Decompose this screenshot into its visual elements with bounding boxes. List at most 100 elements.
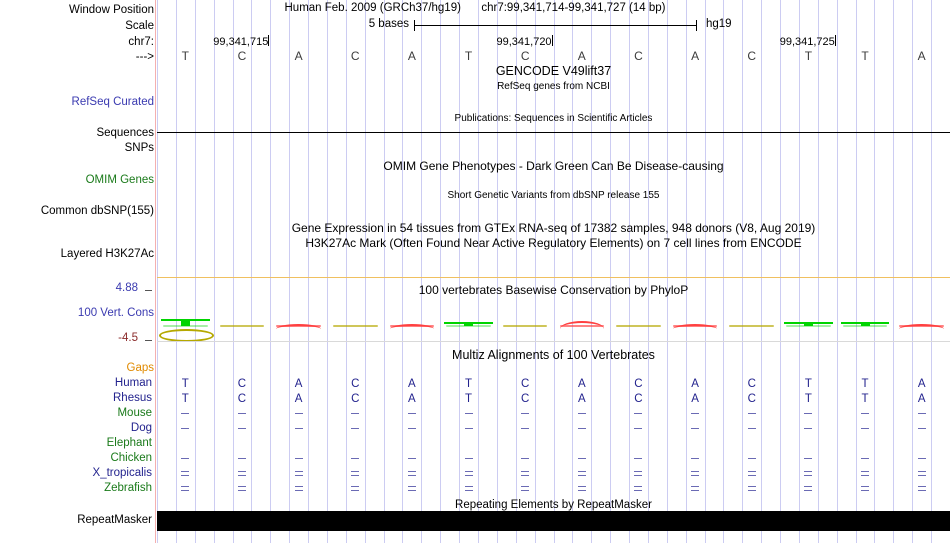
alignment-double-gap xyxy=(577,471,586,472)
label-sequences[interactable]: Sequences xyxy=(96,127,154,139)
alignment-gap xyxy=(294,458,303,459)
species-label-zebrafish[interactable]: Zebrafish xyxy=(104,482,152,494)
ruler-base-letter: C xyxy=(520,49,530,63)
ruler-base-letter: C xyxy=(634,49,643,63)
species-label-chicken[interactable]: Chicken xyxy=(110,452,152,464)
conservation-track-title[interactable]: 100 vertebrates Basewise Conservation by… xyxy=(418,283,689,297)
alignment-gap xyxy=(577,413,586,414)
species-label-mouse[interactable]: Mouse xyxy=(117,407,152,419)
alignment-gap xyxy=(351,428,360,429)
conservation-baseline-wisp xyxy=(842,325,888,327)
alignment-gap xyxy=(747,428,756,429)
alignment-gap xyxy=(294,428,303,429)
alignment-gap xyxy=(521,413,530,414)
alignment-gap xyxy=(861,458,870,459)
alignment-base: T xyxy=(861,393,869,405)
alignment-base: A xyxy=(408,378,416,390)
label-gaps[interactable]: Gaps xyxy=(126,362,155,374)
alignment-gap xyxy=(804,458,813,459)
gridline xyxy=(214,0,215,543)
label-strand-arrow: ---> xyxy=(135,51,154,63)
species-label-dog[interactable]: Dog xyxy=(130,422,152,434)
conservation-bar-cap xyxy=(444,322,493,324)
conservation-baseline-wisp xyxy=(729,325,775,327)
label-layered-h3k27ac[interactable]: Layered H3K27Ac xyxy=(60,248,154,260)
publications-track-title[interactable]: Publications: Sequences in Scientific Ar… xyxy=(454,113,653,124)
dbsnp-track-title[interactable]: Short Genetic Variants from dbSNP releas… xyxy=(447,190,660,201)
alignment-gap xyxy=(691,413,700,414)
label-omim-genes[interactable]: OMIM Genes xyxy=(85,174,154,186)
alignment-gap xyxy=(747,458,756,459)
alignment-base: C xyxy=(237,393,247,405)
alignment-double-gap xyxy=(747,475,756,476)
alignment-double-gap xyxy=(294,475,303,476)
alignment-base: T xyxy=(465,378,473,390)
ruler-base-letter: T xyxy=(861,49,869,63)
ruler-position-label: 99,341,715 xyxy=(213,36,269,48)
conservation-bottom-rule xyxy=(157,341,950,342)
alignment-double-gap xyxy=(521,490,530,491)
alignment-base: A xyxy=(294,378,303,390)
alignment-gap xyxy=(634,413,643,414)
h3k27ac-track-title[interactable]: H3K27Ac Mark (Often Found Near Active Re… xyxy=(305,236,802,250)
alignment-gap xyxy=(917,458,926,459)
ruler-position-tick xyxy=(268,35,270,46)
species-label-elephant[interactable]: Elephant xyxy=(106,437,152,449)
gridline xyxy=(818,0,819,543)
species-label-x_tropicalis[interactable]: X_tropicalis xyxy=(92,467,152,479)
conservation-plot[interactable] xyxy=(157,300,950,342)
repeatmasker-annotation-bar[interactable] xyxy=(157,511,950,531)
alignment-gap xyxy=(294,413,303,414)
gtex-track-title[interactable]: Gene Expression in 54 tissues from GTEx … xyxy=(291,221,816,235)
alignment-double-gap xyxy=(351,490,360,491)
alignment-double-gap xyxy=(237,475,246,476)
gridline xyxy=(856,0,857,543)
alignment-double-gap xyxy=(634,475,643,476)
label-repeatmasker[interactable]: RepeatMasker xyxy=(77,514,152,526)
alignment-base: A xyxy=(917,378,926,390)
alignment-gap xyxy=(237,428,246,429)
track-grid-area xyxy=(157,0,950,543)
gencode-track-title[interactable]: GENCODE V49lift37 xyxy=(495,64,612,78)
alignment-gap xyxy=(577,428,586,429)
refseq-track-title[interactable]: RefSeq genes from NCBI xyxy=(497,81,610,92)
alignment-double-gap xyxy=(861,475,870,476)
gridline xyxy=(610,0,611,543)
alignment-double-gap xyxy=(294,486,303,487)
ruler-base-letter: C xyxy=(747,49,757,63)
repeatmasker-track-title[interactable]: Repeating Elements by RepeatMasker xyxy=(455,499,652,511)
alignment-double-gap xyxy=(917,471,926,472)
gridline xyxy=(705,0,706,543)
multiz-track-title[interactable]: Multiz Alignments of 100 Vertebrates xyxy=(452,348,655,362)
label-common-dbsnp[interactable]: Common dbSNP(155) xyxy=(40,205,154,217)
gridline xyxy=(893,0,894,543)
ruler-base-letter: T xyxy=(804,49,813,63)
conservation-bar xyxy=(157,300,214,342)
label-100-vert-cons[interactable]: 100 Vert. Cons xyxy=(77,307,154,319)
conservation-bar xyxy=(780,300,837,342)
alignment-double-gap xyxy=(691,475,700,476)
alignment-base: C xyxy=(634,378,643,390)
alignment-gap xyxy=(634,428,643,429)
scale-bar-tick-left xyxy=(414,20,415,31)
omim-track-title[interactable]: OMIM Gene Phenotypes - Dark Green Can Be… xyxy=(383,159,724,173)
gridline xyxy=(195,0,196,543)
alignment-gap xyxy=(691,458,700,459)
label-snps[interactable]: SNPs xyxy=(124,142,154,154)
alignment-double-gap xyxy=(691,486,700,487)
alignment-gap xyxy=(804,428,813,429)
label-refseq-curated[interactable]: RefSeq Curated xyxy=(71,96,154,108)
alignment-double-gap xyxy=(634,486,643,487)
conservation-bar xyxy=(610,300,667,342)
ruler-base-letter: A xyxy=(691,49,700,63)
alignment-double-gap xyxy=(237,471,246,472)
alignment-base: C xyxy=(747,393,756,405)
species-label-human[interactable]: Human xyxy=(114,377,152,389)
gridline xyxy=(535,0,536,543)
conservation-negative-hump xyxy=(559,321,605,329)
species-label-rhesus[interactable]: Rhesus xyxy=(113,392,152,404)
gridline xyxy=(742,0,743,543)
alignment-base: A xyxy=(408,393,416,405)
coordinate-range[interactable]: chr7:99,341,714-99,341,727 (14 bp) xyxy=(481,2,666,14)
